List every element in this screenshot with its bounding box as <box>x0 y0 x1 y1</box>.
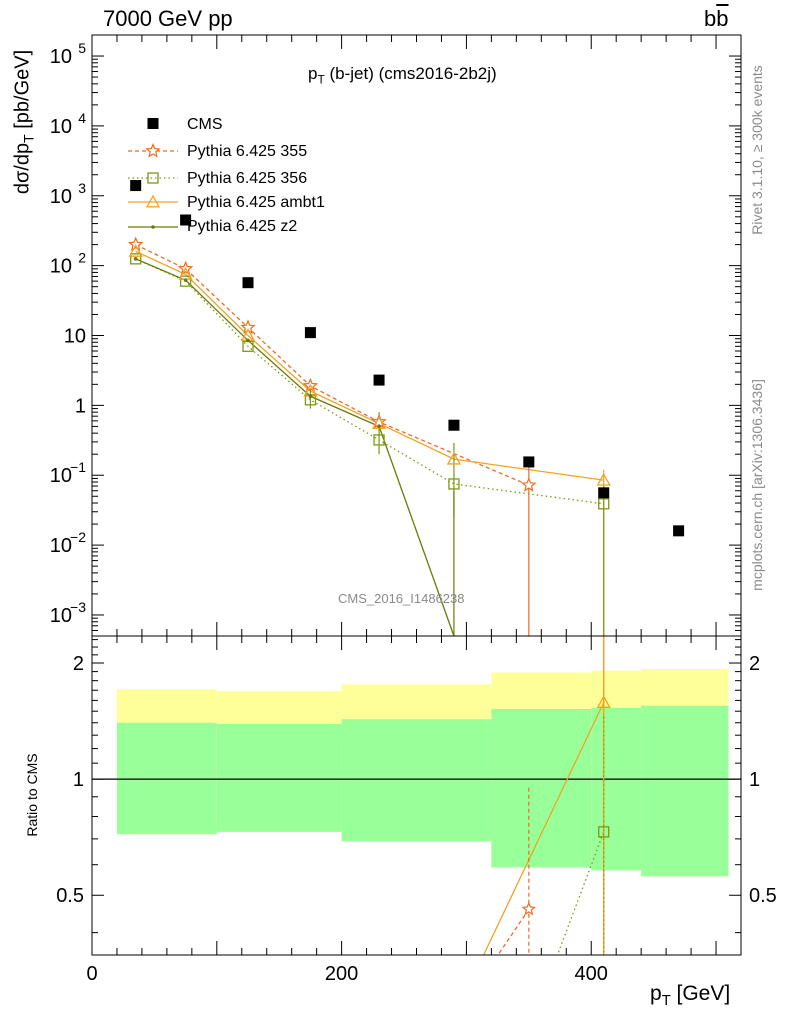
ratio-tick-label-left: 1 <box>73 769 84 791</box>
ratio-tick-label-right: 1 <box>749 769 760 791</box>
title-rest: (b-jet) (cms2016-2b2j) <box>329 64 497 83</box>
point-cms <box>448 419 460 431</box>
process-bbar: b <box>716 6 729 31</box>
y-tick-exponent: −3 <box>70 599 86 615</box>
point-p356 <box>448 478 460 490</box>
series-ambt1-line <box>135 250 604 481</box>
point-cms <box>180 214 192 226</box>
ratio-band-green <box>216 723 342 832</box>
y-tick-exponent: 3 <box>78 180 86 196</box>
y-tick-label: 10 <box>64 326 86 348</box>
energy-label: 7000 GeV pp <box>103 6 233 31</box>
legend-marker-355 <box>145 142 161 158</box>
ratio-band-green <box>491 708 592 868</box>
ratio-plot-area <box>92 636 741 955</box>
mcplots-label: mcplots.cern.ch [arXiv:1306.3436] <box>749 379 765 591</box>
legend-label-ambt1: Pythia 6.425 ambt1 <box>187 194 325 211</box>
legend-marker-ambt1 <box>145 194 161 208</box>
ratio-band-green <box>116 722 217 835</box>
x-tick-label: 400 <box>575 963 608 985</box>
y-tick-label: 10 <box>50 256 72 278</box>
ratio-356-marker <box>598 826 610 838</box>
process-b: b <box>704 6 717 31</box>
legend-marker-356 <box>147 172 159 184</box>
legend-label-355: Pythia 6.425 355 <box>187 143 308 160</box>
x-axis-label: pT [GeV] <box>650 982 730 1009</box>
point-z2 <box>377 424 381 429</box>
y-axis-label: dσ/dpT [pb/GeV] <box>12 50 37 194</box>
legend-marker-z2 <box>151 225 155 229</box>
point-z2 <box>133 257 138 261</box>
point-z2 <box>246 338 250 343</box>
title-sub: T <box>317 72 325 87</box>
point-cms <box>242 277 254 289</box>
point-cms <box>130 180 142 192</box>
point-ambt1 <box>596 472 611 486</box>
point-ambt1 <box>446 451 462 465</box>
point-cms <box>673 525 685 537</box>
point-cms <box>304 327 316 339</box>
ratio-tick-label-right: 2 <box>749 653 760 675</box>
point-p356 <box>373 434 385 446</box>
y-tick-exponent: 5 <box>78 40 86 56</box>
ratio-axis-label: Ratio to CMS <box>24 753 40 837</box>
x-tick-label: 200 <box>325 963 358 985</box>
point-cms <box>523 456 535 468</box>
legend-label-cms: CMS <box>187 116 223 133</box>
point-p356 <box>179 275 192 287</box>
point-p355 <box>521 477 537 492</box>
ratio-tick-label-left: 0.5 <box>56 885 84 907</box>
point-cms <box>598 487 610 499</box>
point-p356 <box>598 498 610 510</box>
y-tick-label: 10 <box>50 535 72 557</box>
ratio-band-green <box>591 707 642 871</box>
y-tick-label: 10 <box>50 605 72 627</box>
x-tick-label: 0 <box>86 963 97 985</box>
x-label-sub: T <box>661 993 671 1010</box>
ratio-tick-label-left: 2 <box>73 653 84 675</box>
ratio-tick-label-right: 0.5 <box>749 885 777 907</box>
y-tick-exponent: 2 <box>78 250 86 266</box>
legend-label-z2: Pythia 6.425 z2 <box>187 218 298 235</box>
y-tick-label: 1 <box>75 395 86 417</box>
y-tick-label: 10 <box>50 116 72 138</box>
series-z2-line <box>135 258 455 636</box>
x-label-post: [GeV] <box>676 982 731 1005</box>
point-ambt1 <box>128 244 143 257</box>
ratio-band-green <box>641 705 729 877</box>
point-p355 <box>128 236 144 252</box>
ratio-355-line <box>497 908 530 955</box>
point-ambt1 <box>371 416 387 429</box>
process-label: bb <box>704 6 729 32</box>
ratio-band-green <box>341 719 492 842</box>
y-label-pre: dσ/dp <box>11 142 34 195</box>
ratio-356-line <box>556 831 605 955</box>
ratio-355-marker <box>521 901 536 916</box>
legend-marker-cms <box>147 118 159 129</box>
y-tick-exponent: −2 <box>70 529 86 545</box>
ratio-ambt1-marker <box>596 695 611 708</box>
rivet-label: Rivet 3.1.10, ≥ 300k events <box>749 65 765 235</box>
analysis-watermark: CMS_2016_I1486238 <box>338 591 465 606</box>
point-z2 <box>183 278 188 282</box>
y-label-sub: T <box>20 134 37 143</box>
legend-label-356: Pythia 6.425 356 <box>187 170 308 187</box>
plot-title: pT (b-jet) (cms2016-2b2j) <box>308 64 497 86</box>
point-p356 <box>130 253 142 265</box>
y-tick-exponent: 4 <box>78 110 86 126</box>
y-label-post: [pb/GeV] <box>11 49 34 129</box>
y-tick-exponent: −1 <box>70 459 86 475</box>
y-tick-label: 10 <box>50 465 72 487</box>
point-z2 <box>308 394 313 399</box>
title-main: p <box>308 64 318 83</box>
y-tick-label: 10 <box>50 186 72 208</box>
series-p355-line <box>135 244 530 486</box>
main-plot-area <box>128 180 685 636</box>
point-cms <box>373 374 385 386</box>
y-tick-label: 10 <box>50 46 72 68</box>
ratio-ambt1-line <box>482 702 605 955</box>
x-label-main: p <box>650 982 662 1005</box>
